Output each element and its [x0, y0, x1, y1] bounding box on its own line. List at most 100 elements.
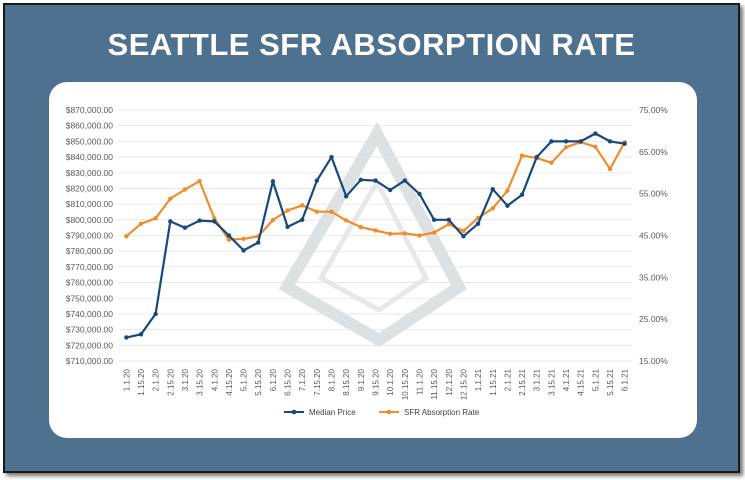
left-tick-label: $830,000.00 [66, 168, 114, 178]
data-point [314, 178, 320, 183]
left-tick-label: $780,000.00 [66, 246, 114, 256]
x-tick-label: 4.15.20 [225, 368, 234, 395]
x-tick-label: 9.15.20 [372, 368, 381, 395]
data-point [519, 153, 525, 158]
right-tick-label: 45.00% [639, 231, 668, 241]
right-tick-label: 55.00% [639, 189, 668, 199]
data-point [431, 217, 437, 223]
x-tick-label: 2.1.21 [503, 368, 512, 391]
data-point [417, 191, 422, 197]
x-tick-label: 7.1.20 [298, 368, 307, 391]
data-point [197, 178, 202, 184]
x-axis: 1.1.20 1.15.20 2.1.20 2.15.20 3.1.20 3.15.20 4… [122, 368, 629, 400]
data-point [153, 311, 158, 317]
x-tick-label: 10.15.20 [401, 368, 410, 400]
data-point [563, 145, 569, 150]
right-axis: 15.00% 25.00% 35.00% 45.00% 55.00% 65.00% 75.0… [639, 105, 668, 366]
data-point [138, 221, 144, 226]
data-point [241, 248, 246, 253]
data-point [270, 179, 276, 184]
right-tick-label: 25.00% [639, 314, 668, 324]
right-tick-label: 15.00% [639, 356, 668, 366]
data-point [153, 216, 158, 221]
data-point [417, 233, 422, 238]
data-point [461, 234, 466, 239]
data-point [534, 154, 539, 160]
data-point [329, 154, 334, 160]
legend-item: SFR Absorption Rate [379, 408, 480, 417]
data-point [212, 216, 217, 221]
series-1 [124, 140, 627, 242]
left-tick-label: $810,000.00 [66, 199, 114, 209]
data-point [549, 160, 554, 165]
data-point [563, 139, 569, 144]
data-point [256, 240, 261, 245]
legend-label: Median Price [309, 408, 356, 417]
slide-frame: SEATTLE SFR ABSORPTION RATE $710,000.00 $… [3, 3, 740, 473]
data-point [300, 203, 305, 208]
x-tick-label: 3.1.20 [181, 368, 190, 391]
data-point [490, 206, 495, 211]
right-tick-label: 65.00% [639, 147, 668, 157]
legend-marker [386, 409, 392, 415]
x-tick-label: 5.15.20 [254, 368, 263, 395]
left-tick-label: $790,000.00 [66, 231, 114, 241]
x-tick-label: 7.15.20 [313, 368, 322, 395]
left-tick-label: $840,000.00 [66, 152, 114, 162]
x-tick-label: 3.1.21 [533, 368, 542, 391]
legend: Median Price SFR Absorption Rate [284, 408, 480, 417]
left-tick-label: $820,000.00 [66, 183, 114, 193]
left-tick-label: $800,000.00 [66, 215, 114, 225]
right-tick-label: 35.00% [639, 272, 668, 282]
x-tick-label: 4.1.20 [210, 368, 219, 391]
data-point [549, 139, 554, 144]
x-tick-label: 3.15.20 [196, 368, 205, 395]
data-point [124, 234, 129, 239]
left-tick-label: $850,000.00 [66, 136, 114, 146]
x-tick-label: 4.15.21 [577, 368, 586, 395]
data-point [285, 224, 290, 230]
data-point [168, 196, 173, 201]
data-point [300, 217, 305, 223]
data-point [168, 219, 173, 224]
page-title: SEATTLE SFR ABSORPTION RATE [107, 27, 636, 62]
data-point [285, 208, 290, 213]
data-point [475, 221, 481, 226]
data-point [182, 187, 188, 192]
x-tick-label: 6.1.21 [621, 368, 630, 391]
data-point [387, 187, 393, 193]
data-point [270, 217, 276, 223]
left-tick-label: $720,000.00 [66, 340, 114, 350]
left-axis: $710,000.00 $720,000.00 $730,000.00 $740,00… [66, 105, 114, 366]
left-tick-label: $870,000.00 [66, 105, 114, 115]
x-tick-label: 5.1.20 [240, 368, 249, 391]
x-tick-label: 12.1.20 [445, 368, 454, 395]
data-point [241, 236, 246, 242]
x-tick-label: 9.1.20 [357, 368, 366, 391]
data-point [182, 225, 188, 230]
data-point [446, 222, 451, 227]
x-tick-label: 2.1.20 [152, 368, 161, 391]
data-point [329, 209, 334, 214]
data-point [314, 209, 320, 214]
data-point [505, 203, 510, 208]
data-point [402, 231, 408, 236]
x-tick-label: 1.15.21 [489, 368, 498, 395]
x-tick-label: 6.15.20 [284, 368, 293, 395]
data-point [387, 231, 393, 237]
left-tick-label: $730,000.00 [66, 325, 114, 335]
x-tick-label: 1.1.21 [474, 368, 483, 391]
data-point [343, 218, 349, 223]
x-tick-label: 4.1.21 [562, 368, 571, 391]
series-0 [124, 131, 627, 340]
data-point [461, 228, 466, 234]
left-tick-label: $740,000.00 [66, 309, 114, 319]
data-point [490, 187, 495, 192]
data-point [358, 177, 364, 183]
series-layer [124, 131, 627, 340]
data-point [607, 166, 613, 172]
x-tick-label: 10.1.20 [386, 368, 395, 395]
watermark-logo-icon [278, 121, 467, 348]
right-tick-label: 75.00% [639, 105, 668, 115]
data-point [622, 141, 627, 146]
